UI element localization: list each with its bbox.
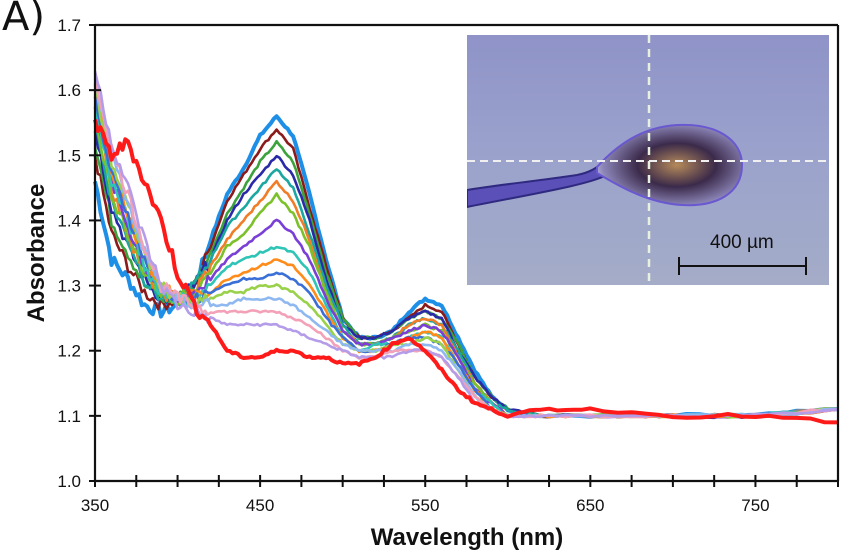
x-tick-label: 550 xyxy=(411,496,439,515)
y-tick-label: 1.1 xyxy=(57,407,81,426)
y-tick-label: 1.5 xyxy=(57,146,81,165)
y-axis-title: Absorbance xyxy=(23,184,50,323)
x-axis-title: Wavelength (nm) xyxy=(371,524,563,551)
droplet-image xyxy=(467,35,829,285)
y-tick-label: 1.4 xyxy=(57,211,81,230)
series-layer xyxy=(93,70,839,425)
x-tick-label: 350 xyxy=(81,496,109,515)
y-tick-label: 1.6 xyxy=(57,81,81,100)
y-tick-label: 1.7 xyxy=(57,16,81,35)
x-tick-label: 650 xyxy=(576,496,604,515)
panel-label: A) xyxy=(2,0,45,40)
axes-layer: 350 450 550 650 750 1.0 1.1 1.2 1.3 1.4 1.5 1.6 1.7 xyxy=(57,16,840,515)
droplet xyxy=(596,123,744,207)
scale-bar-label: 400 µm xyxy=(710,232,774,253)
series-line xyxy=(93,119,839,425)
micrograph-inset: 400 µm xyxy=(467,35,829,285)
y-tick-label: 1.3 xyxy=(57,277,81,296)
y-tick-label: 1.0 xyxy=(57,472,81,491)
x-tick-label: 450 xyxy=(246,496,274,515)
x-tick-label: 750 xyxy=(741,496,769,515)
y-tick-label: 1.2 xyxy=(57,342,81,361)
fiber-stem xyxy=(467,161,609,209)
scale-bar xyxy=(678,257,807,275)
